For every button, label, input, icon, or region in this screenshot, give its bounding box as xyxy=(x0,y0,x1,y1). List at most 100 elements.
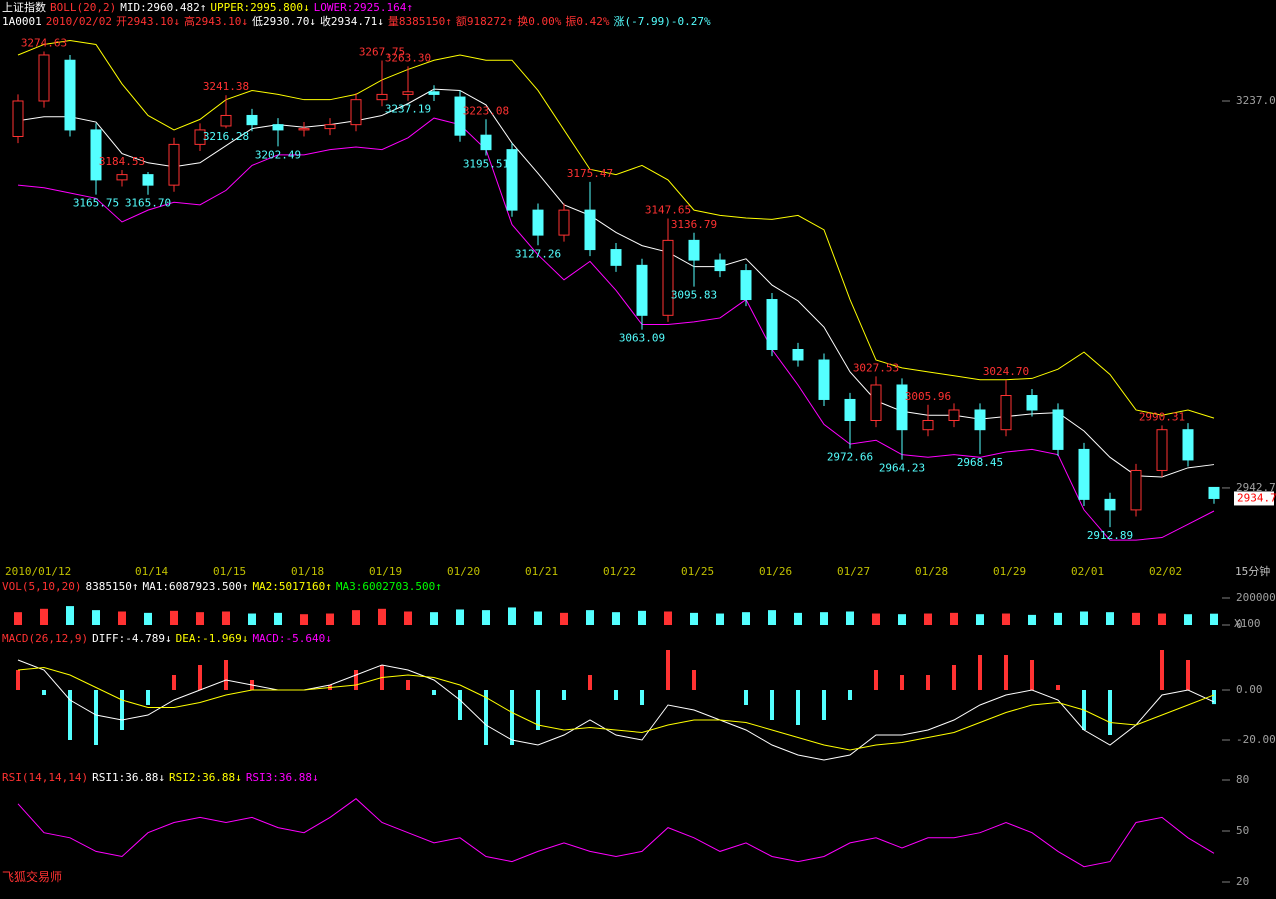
header-item: 上证指数 xyxy=(2,1,46,14)
volume-bar xyxy=(872,613,880,625)
candle-body xyxy=(1182,429,1194,461)
header-item: DEA:-1.969↓ xyxy=(175,632,249,645)
volume-bar xyxy=(1132,612,1140,625)
x-tick-label: 01/20 xyxy=(447,565,480,578)
macd-bar xyxy=(510,690,514,745)
header-item: 量8385150↑ xyxy=(387,15,452,28)
macd-bar xyxy=(120,690,124,730)
macd-bar xyxy=(952,665,956,690)
volume-bar xyxy=(14,612,22,625)
volume-bar xyxy=(1080,611,1088,625)
macd-bar xyxy=(978,655,982,690)
volume-bar xyxy=(222,611,230,625)
candle-body xyxy=(1130,469,1142,511)
x-tick-label: 01/27 xyxy=(837,565,870,578)
panel-header: VOL(5,10,20) 8385150↑ MA1:6087923.500↑ MA2:… xyxy=(2,580,446,593)
macd-line xyxy=(17,659,1215,761)
x-tick-label: 01/29 xyxy=(993,565,1026,578)
header-item: DIFF:-4.789↓ xyxy=(92,632,172,645)
header-item: MID:2960.482↑ xyxy=(120,1,207,14)
low-label: 2912.89 xyxy=(1087,529,1133,542)
last-price-label: 2934.7 xyxy=(1237,491,1276,504)
candle-body xyxy=(818,359,830,400)
volume-bar xyxy=(482,610,490,625)
header-item: UPPER:2995.800↓ xyxy=(210,1,310,14)
y-tick-label: 3237.0 xyxy=(1236,94,1276,107)
volume-bar xyxy=(326,613,334,625)
macd-bar xyxy=(874,670,878,690)
x-tick-label: 01/15 xyxy=(213,565,246,578)
candle-body xyxy=(792,348,804,361)
candle-body xyxy=(610,249,622,266)
high-label: 3175.47 xyxy=(567,167,613,180)
macd-bar xyxy=(796,690,800,725)
candle-body xyxy=(90,129,102,181)
high-label: 3024.70 xyxy=(983,365,1029,378)
volume-bar xyxy=(846,611,854,625)
volume-bar xyxy=(742,612,750,625)
low-label: 3237.19 xyxy=(385,103,431,116)
candle-body xyxy=(974,409,986,431)
x-tick-label: 01/22 xyxy=(603,565,636,578)
candle-body xyxy=(64,59,76,131)
volume-bar xyxy=(378,608,386,625)
macd-bar xyxy=(484,690,488,745)
candle-body xyxy=(1104,498,1116,511)
macd-bar xyxy=(146,690,150,705)
volume-bar xyxy=(300,614,308,625)
volume-bar xyxy=(92,610,100,625)
volume-bar xyxy=(1184,614,1192,625)
macd-bar xyxy=(1160,650,1164,690)
y-tick-label: 200000 xyxy=(1236,591,1276,604)
band-line xyxy=(17,40,1215,419)
candle-body xyxy=(1000,395,1012,431)
volume-bar xyxy=(144,612,152,625)
header-item: MA2:5017160↑ xyxy=(252,580,332,593)
candle-body xyxy=(766,299,778,350)
volume-bar xyxy=(1054,612,1062,625)
candle-body xyxy=(324,124,336,130)
candle-body xyxy=(532,209,544,236)
macd-bar xyxy=(1056,685,1060,690)
candle-body xyxy=(376,93,388,101)
y-tick-label: -20.00 xyxy=(1236,733,1276,746)
volume-bar xyxy=(612,612,620,625)
panel-header: 1A0001 2010/02/02 开2943.10↓ 高2943.10↓ 低2930.… xyxy=(2,15,715,28)
low-label: 3165.70 xyxy=(125,197,171,210)
candle-body xyxy=(870,384,882,421)
candle-body xyxy=(194,129,206,145)
candle-body xyxy=(636,264,648,316)
x-tick-label: 02/01 xyxy=(1071,565,1104,578)
macd-line xyxy=(17,666,1215,751)
macd-bar xyxy=(822,690,826,720)
candle-body xyxy=(662,239,674,316)
candle-body xyxy=(1208,486,1220,499)
volume-bar xyxy=(352,610,360,625)
macd-bar xyxy=(432,690,436,695)
macd-bar xyxy=(770,690,774,720)
volume-bar xyxy=(456,609,464,625)
high-label: 3147.65 xyxy=(645,203,691,216)
panel-header: MACD(26,12,9) DIFF:-4.789↓ DEA:-1.969↓ MACD… xyxy=(2,632,336,645)
volume-bar xyxy=(898,614,906,625)
brand: 飞狐交易师 xyxy=(2,870,63,884)
header-item: MACD:-5.640↓ xyxy=(252,632,332,645)
y-tick-label: 80 xyxy=(1236,773,1249,786)
volume-bar xyxy=(534,611,542,625)
macd-bar xyxy=(1030,660,1034,690)
candle-body xyxy=(1078,448,1090,500)
volume-bar xyxy=(404,611,412,625)
low-label: 3095.83 xyxy=(671,289,717,302)
header-item: BOLL(20,2) xyxy=(50,1,117,14)
x-tick-label: 2010/01/12 xyxy=(5,565,71,578)
candle-body xyxy=(246,114,258,126)
y-tick-label: 0.00 xyxy=(1236,683,1263,696)
volume-bar xyxy=(586,610,594,625)
macd-bar xyxy=(666,650,670,690)
candle-body xyxy=(298,128,310,131)
low-label: 3202.49 xyxy=(255,148,301,161)
header-item: 8385150↑ xyxy=(85,580,139,593)
volume-bar xyxy=(1158,613,1166,625)
volume-bar xyxy=(716,613,724,625)
high-label: 3184.53 xyxy=(99,155,145,168)
